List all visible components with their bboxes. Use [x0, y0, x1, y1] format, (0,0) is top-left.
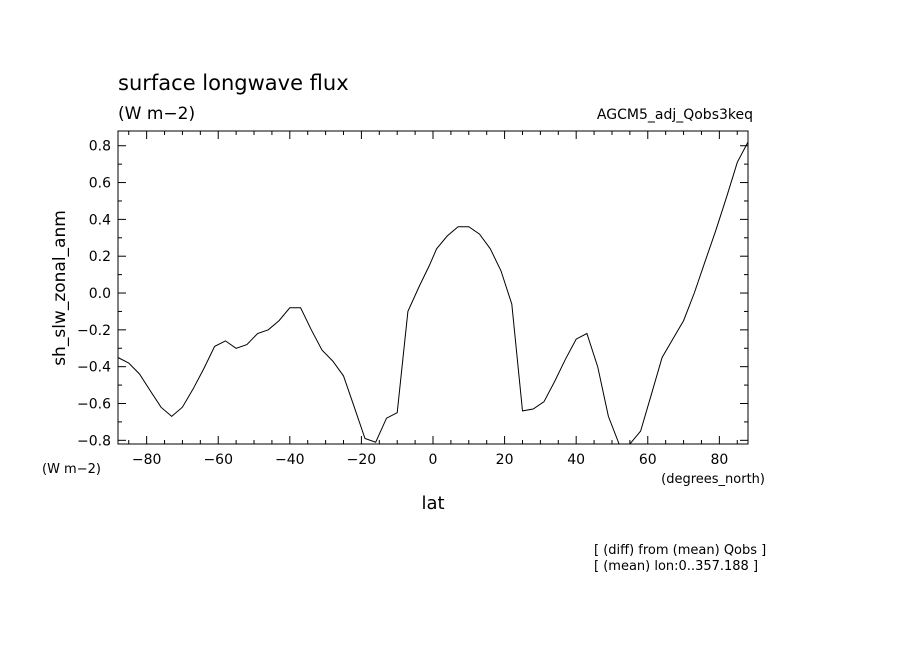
- y-tick-label: 0.0: [89, 286, 111, 302]
- x-tick-label: 80: [710, 452, 728, 468]
- x-tick-label: 40: [567, 452, 585, 468]
- y-tick-label: −0.2: [77, 323, 111, 339]
- x-tick-label: 60: [639, 452, 657, 468]
- x-tick-labels: −80 −60 −40 −20 0 20 40 60 80: [132, 452, 728, 468]
- note-mean: [ (mean) lon:0..357.188 ]: [594, 559, 758, 574]
- x-tick-label: 0: [429, 452, 438, 468]
- experiment-label: AGCM5_adj_Qobs3keq: [597, 107, 753, 123]
- y-tick-labels: −0.8 −0.6 −0.4 −0.2 0.0 0.2 0.4 0.6 0.8: [77, 139, 111, 450]
- series-line: [117, 141, 749, 445]
- chart-title-units: (W m−2): [118, 104, 195, 124]
- x-axis-units: (degrees_north): [661, 472, 765, 487]
- y-tick-label: −0.6: [77, 396, 111, 412]
- y-tick-label: 0.2: [89, 249, 111, 265]
- y-tick-label: −0.8: [77, 433, 111, 449]
- y-tick-label: 0.4: [89, 212, 111, 228]
- y-tick-label: 0.6: [89, 176, 111, 192]
- x-tick-label: −60: [203, 452, 233, 468]
- y-axis-label: sh_slw_zonal_anm: [50, 210, 70, 366]
- y-tick-label: −0.4: [77, 360, 111, 376]
- plot-frame: [117, 130, 749, 445]
- x-tick-label: −40: [275, 452, 305, 468]
- y-tick-label: 0.8: [89, 139, 111, 155]
- x-tick-label: 20: [496, 452, 514, 468]
- x-axis-label: lat: [421, 493, 444, 514]
- note-diff: [ (diff) from (mean) Qobs ]: [594, 543, 766, 558]
- axis-ticks: [118, 131, 748, 444]
- x-tick-label: −20: [347, 452, 377, 468]
- x-tick-label: −80: [132, 452, 162, 468]
- y-axis-units: (W m−2): [42, 462, 101, 477]
- chart-title: surface longwave flux: [118, 71, 349, 95]
